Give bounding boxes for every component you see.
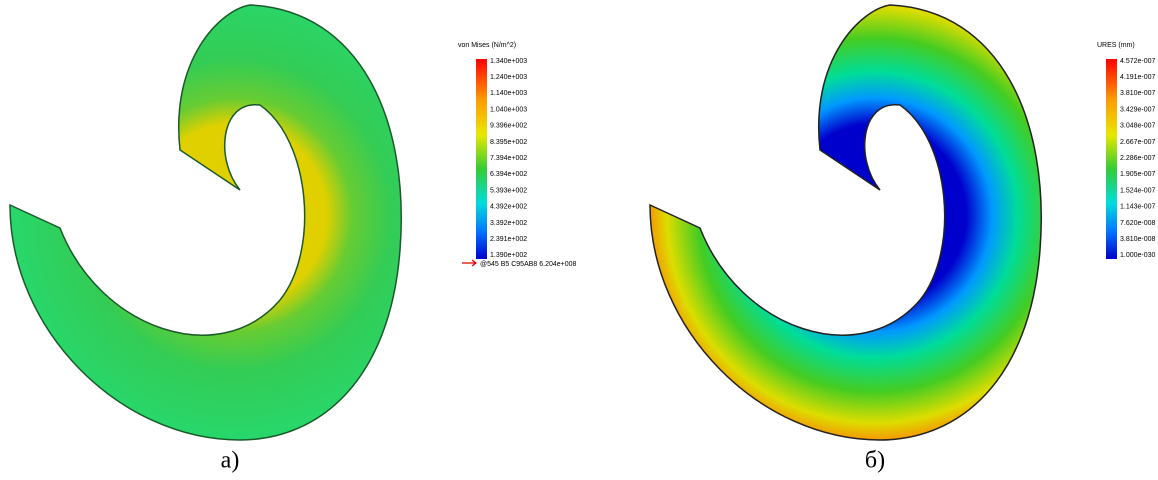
arrow [462, 260, 476, 266]
legend-label: 4.191e-007 [1120, 74, 1156, 81]
legend-label: 2.286e-007 [1120, 155, 1156, 162]
legend-label: 1.040e+003 [490, 106, 527, 113]
legend-label: 3.810e-008 [1120, 236, 1156, 243]
legend-title: URES (mm) [1097, 42, 1135, 49]
legend-title: von Mises (N/m^2) [458, 42, 516, 49]
legend-label: 9.396e+002 [490, 123, 527, 130]
caption: б) [865, 448, 885, 474]
color-bar [1106, 59, 1117, 259]
legend-label: 4.392e+002 [490, 204, 527, 211]
legend-label: 1.905e-007 [1120, 171, 1156, 178]
legend-label: 3.810e-007 [1120, 90, 1156, 97]
color-bar [476, 59, 487, 259]
legend-label: 3.048e-007 [1120, 123, 1156, 130]
annotation: @545 B5 C95AB8 6.204e+008 [480, 261, 577, 268]
legend-label: 1.143e-007 [1120, 204, 1156, 211]
caption: а) [221, 448, 240, 474]
legend-label: 1.390e+002 [490, 252, 527, 259]
legend-label: 7.620e-008 [1120, 220, 1156, 227]
displacement-model [650, 5, 1041, 440]
legend-label: 1.524e-007 [1120, 187, 1156, 194]
legend-label: 7.394e+002 [490, 155, 527, 162]
figure: von Mises (N/m^2) 1.340e+003 1.240e+003 1.1… [0, 0, 1158, 480]
legend-label: 1.000e-030 [1120, 252, 1156, 259]
legend-label: 3.429e-007 [1120, 106, 1156, 113]
legend-label: 2.391e+002 [490, 236, 527, 243]
legend-label: 5.393e+002 [490, 187, 527, 194]
legend-label: 8.395e+002 [490, 139, 527, 146]
stress-model [10, 5, 401, 440]
legend-label: 3.392e+002 [490, 220, 527, 227]
legend-label: 6.394e+002 [490, 171, 527, 178]
legend-label: 4.572e-007 [1120, 58, 1156, 65]
legend-label: 1.240e+003 [490, 74, 527, 81]
legend-label: 1.140e+003 [490, 90, 527, 97]
legend-label: 1.340e+003 [490, 58, 527, 65]
legend-label: 2.667e-007 [1120, 139, 1156, 146]
